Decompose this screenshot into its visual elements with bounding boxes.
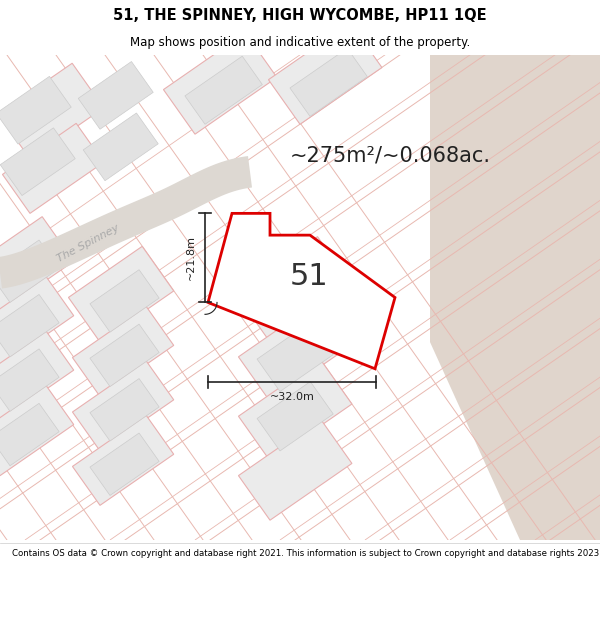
Text: Contains OS data © Crown copyright and database right 2021. This information is : Contains OS data © Crown copyright and d… (12, 549, 600, 558)
Polygon shape (268, 23, 382, 124)
Polygon shape (73, 416, 174, 506)
Polygon shape (73, 306, 174, 396)
Polygon shape (90, 433, 159, 496)
Polygon shape (163, 33, 277, 134)
Polygon shape (90, 324, 159, 387)
Polygon shape (0, 294, 59, 357)
Polygon shape (257, 322, 333, 391)
Polygon shape (236, 237, 352, 342)
Polygon shape (90, 379, 159, 441)
Polygon shape (185, 56, 262, 124)
Polygon shape (257, 382, 333, 451)
Polygon shape (0, 156, 252, 289)
Text: 51: 51 (290, 262, 329, 291)
Polygon shape (290, 48, 367, 116)
Polygon shape (257, 262, 333, 332)
Polygon shape (73, 361, 174, 451)
Text: ~21.8m: ~21.8m (186, 236, 196, 281)
Polygon shape (0, 403, 59, 466)
Polygon shape (2, 123, 104, 213)
Polygon shape (78, 61, 153, 129)
Polygon shape (0, 277, 74, 367)
Polygon shape (238, 359, 352, 461)
Text: The Spinney: The Spinney (55, 222, 121, 264)
Polygon shape (0, 386, 74, 476)
Polygon shape (90, 270, 159, 332)
Polygon shape (0, 63, 104, 159)
Polygon shape (0, 76, 71, 144)
Polygon shape (83, 113, 158, 181)
Text: 51, THE SPINNEY, HIGH WYCOMBE, HP11 1QE: 51, THE SPINNEY, HIGH WYCOMBE, HP11 1QE (113, 8, 487, 23)
Polygon shape (0, 240, 59, 302)
Polygon shape (208, 213, 395, 369)
Text: Map shows position and indicative extent of the property.: Map shows position and indicative extent… (130, 36, 470, 49)
Text: ~275m²/~0.068ac.: ~275m²/~0.068ac. (290, 146, 491, 166)
Polygon shape (68, 246, 174, 342)
Polygon shape (430, 55, 600, 540)
Polygon shape (238, 419, 352, 520)
Text: ~32.0m: ~32.0m (269, 392, 314, 402)
Polygon shape (238, 300, 352, 401)
Polygon shape (0, 331, 74, 421)
Polygon shape (0, 349, 59, 411)
Polygon shape (0, 128, 75, 196)
Polygon shape (0, 217, 74, 312)
